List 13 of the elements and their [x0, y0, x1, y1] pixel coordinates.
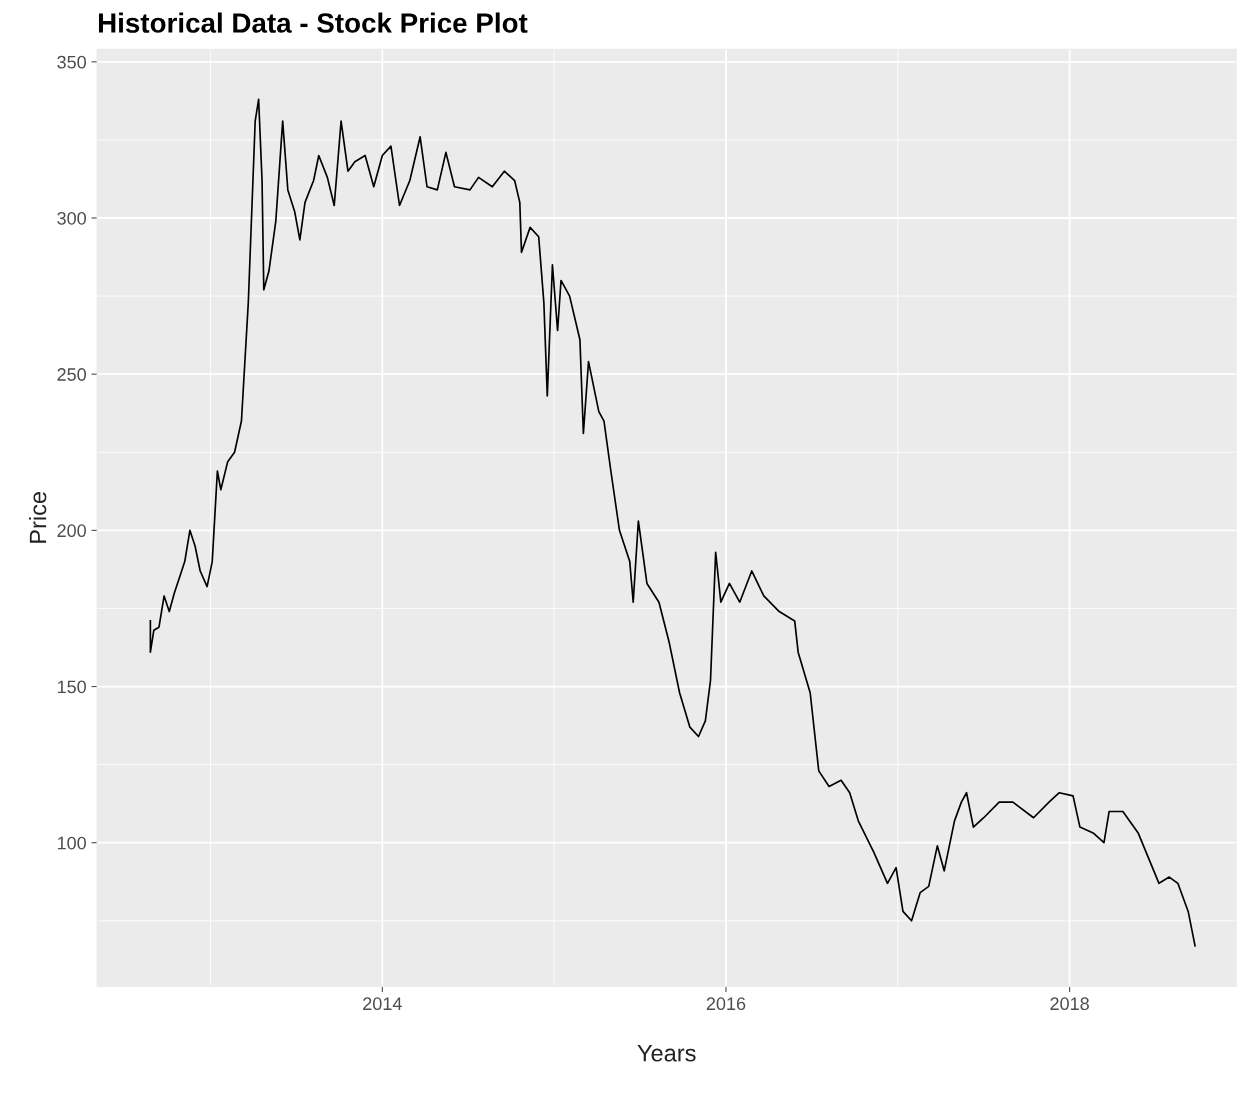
line-series — [149, 98, 1196, 947]
y-tick-label: 350 — [57, 55, 86, 69]
x-tick-label: 2014 — [363, 997, 402, 1011]
y-axis-title: Price — [29, 492, 47, 543]
x-tick-label: 2016 — [706, 997, 746, 1011]
x-axis-title: Years — [637, 1045, 696, 1062]
x-tick-label: 2018 — [1050, 997, 1089, 1011]
y-tick-label: 300 — [57, 211, 86, 225]
y-tick-label: 150 — [57, 680, 86, 694]
y-tick-label: 200 — [57, 524, 86, 538]
chart-title: Historical Data - Stock Price Plot — [98, 12, 528, 33]
y-tick-label: 100 — [57, 836, 86, 850]
y-tick-label: 250 — [57, 368, 86, 381]
